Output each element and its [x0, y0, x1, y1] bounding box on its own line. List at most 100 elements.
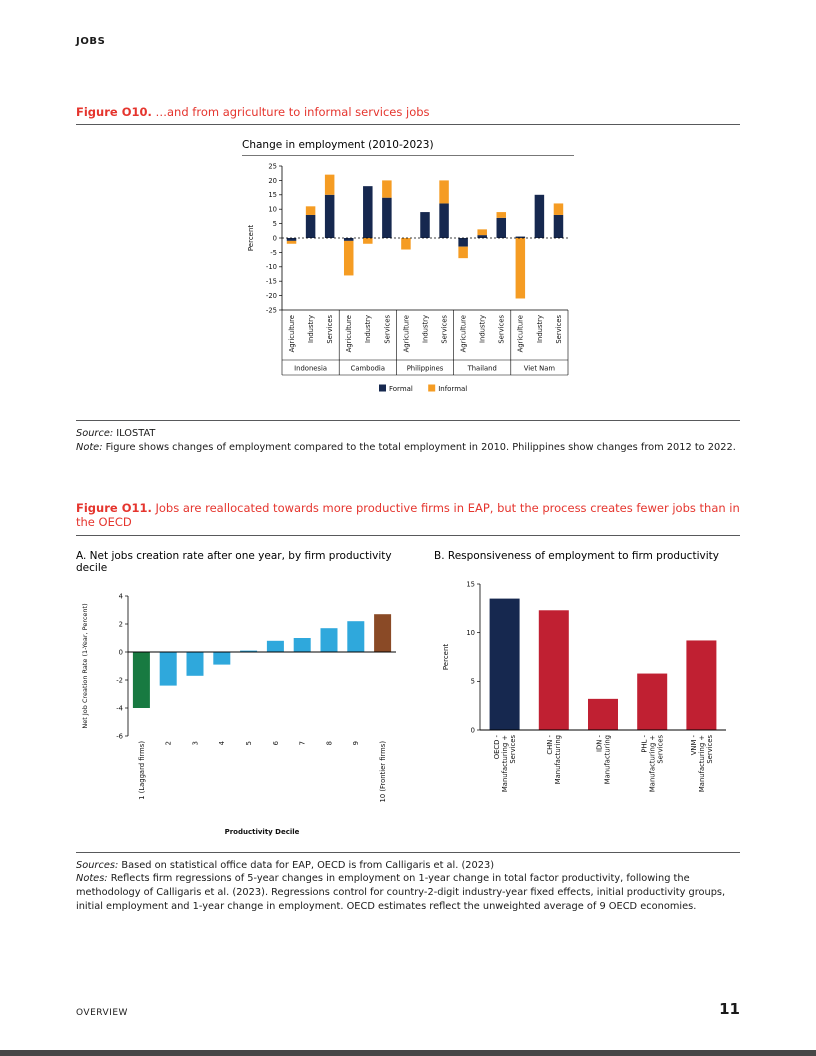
figure-o11-panels: A. Net jobs creation rate after one year… — [76, 550, 740, 842]
y-tick-label: 10 — [268, 206, 277, 214]
category-label: Agriculture — [517, 315, 525, 352]
bar-segment-informal — [363, 238, 373, 245]
country-label: Indonesia — [294, 365, 327, 373]
bar-segment-informal — [458, 247, 468, 259]
figure-o11-label: Figure O11. — [76, 500, 152, 515]
bar-segment-formal — [382, 198, 392, 239]
bar — [213, 651, 231, 665]
page-number: 11 — [719, 1000, 740, 1018]
bar-segment-formal — [477, 235, 487, 239]
sources-text: Based on statistical office data for EAP… — [118, 859, 495, 871]
y-axis-title: Percent — [442, 643, 450, 670]
y-tick-label: 10 — [466, 629, 475, 637]
figure-o10-label: Figure O10. — [76, 105, 152, 119]
panel-b: B. Responsiveness of employment to firm … — [434, 550, 740, 842]
bar-segment-informal — [477, 229, 487, 236]
y-tick-label: -25 — [266, 307, 277, 315]
notes-text: Reflects firm regressions of 5-year chan… — [76, 873, 726, 912]
country-label: Cambodia — [351, 365, 385, 373]
country-label: Philippines — [407, 365, 444, 373]
x-category-label: 9 — [352, 741, 360, 745]
figure-o11-notes-line: Notes: Reflects firm regressions of 5-ye… — [76, 872, 740, 913]
net-jobs-creation-chart: 4 2 0 -2 -4 -6 Net Job Creation Rate (1-Year, … — [81, 592, 396, 836]
category-label: Agriculture — [402, 315, 410, 352]
bar — [538, 609, 569, 730]
figure-o10-title: …and from agriculture to informal servic… — [155, 105, 430, 119]
figure-o11-source-note: Sources: Based on statistical office dat… — [76, 859, 740, 914]
figure-o10-note-line: Note: Figure shows changes of employment… — [76, 441, 740, 455]
x-axis-title: Productivity Decile — [225, 828, 300, 836]
bar-segment-informal — [305, 206, 316, 216]
bar-segment-formal — [286, 238, 297, 242]
bar-segment-informal — [439, 180, 449, 204]
category-label: Services — [555, 315, 563, 344]
x-category-label: VNM - — [690, 734, 698, 755]
category-label: Agriculture — [345, 315, 353, 352]
figure-o10-heading: Figure O10. …and from agriculture to inf… — [76, 105, 740, 119]
figure-o10-top-rule — [76, 124, 740, 126]
bar-segment-formal — [458, 238, 468, 248]
bar-segment-formal — [420, 212, 430, 239]
bar-segment-formal — [496, 218, 507, 239]
y-tick-label: -20 — [266, 292, 277, 300]
figure-o11-bottom-rule — [76, 851, 740, 853]
x-category-label: 10 (Frontier firms) — [379, 740, 387, 802]
x-category-label: Manufacturing — [603, 735, 611, 784]
y-axis-title: Percent — [247, 225, 255, 252]
notes-label: Notes: — [76, 873, 108, 885]
bar-segment-formal — [343, 238, 354, 242]
footer-section-name: OVERVIEW — [76, 1008, 128, 1018]
x-category-label: Services — [706, 734, 714, 763]
bar — [186, 651, 204, 676]
bar-segment-informal — [286, 241, 297, 245]
y-tick-label: 5 — [471, 677, 475, 685]
bar-segment-formal — [553, 215, 564, 239]
category-label: Agriculture — [288, 315, 296, 352]
bar — [240, 650, 258, 652]
panel-b-title: B. Responsiveness of employment to firm … — [434, 549, 719, 562]
category-label: Services — [326, 315, 334, 344]
y-tick-label: -5 — [270, 249, 277, 257]
y-tick-label: -10 — [266, 264, 277, 272]
y-tick-label: -4 — [116, 704, 123, 712]
note-text: Figure shows changes of employment compa… — [102, 442, 736, 454]
y-tick-label: -2 — [116, 676, 123, 684]
x-category-label: 6 — [272, 741, 280, 745]
figure-o10-chart-block: Change in employment (2010-2023) 25 20 15 1… — [242, 139, 574, 412]
x-category-label: 4 — [218, 741, 226, 745]
figure-o11-heading: Figure O11. Jobs are reallocated towards… — [76, 501, 740, 530]
figure-o10-source-line: Source: ILOSTAT — [76, 427, 740, 441]
x-category-label: 8 — [325, 741, 333, 745]
x-category-label: CHN - — [546, 734, 554, 754]
bar-segment-informal — [382, 180, 392, 199]
x-category-label: Services — [657, 734, 665, 763]
bar-segment-formal — [515, 236, 526, 239]
x-category-label: 7 — [299, 741, 307, 745]
y-tick-label: 25 — [268, 163, 277, 171]
bar — [320, 627, 338, 652]
x-category-label: Services — [509, 734, 517, 763]
x-category-label: Manufacturing + — [698, 735, 706, 792]
bar-segment-informal — [401, 238, 411, 250]
bar — [159, 651, 177, 686]
y-axis-title: Net Job Creation Rate (1-Year, Percent) — [81, 603, 89, 728]
y-tick-label: 15 — [466, 580, 475, 588]
bar-segment-formal — [324, 195, 335, 239]
country-label: Thailand — [467, 365, 497, 373]
legend-label: Informal — [438, 385, 467, 393]
bar — [588, 698, 618, 730]
bar-segment-formal — [439, 203, 449, 239]
figure-o11-top-rule — [76, 534, 740, 536]
category-label: Services — [498, 315, 506, 344]
bar-segment-informal — [343, 241, 354, 276]
y-tick-label: 0 — [119, 648, 123, 656]
bar-segment-formal — [534, 195, 545, 239]
category-label: Industry — [536, 315, 544, 343]
y-tick-label: 20 — [268, 177, 277, 185]
x-category-label: Manufacturing + — [649, 735, 657, 792]
legend-swatch — [428, 384, 436, 392]
note-label: Note: — [76, 442, 103, 454]
y-tick-label: 5 — [273, 220, 277, 228]
legend-label: Formal — [389, 385, 413, 393]
